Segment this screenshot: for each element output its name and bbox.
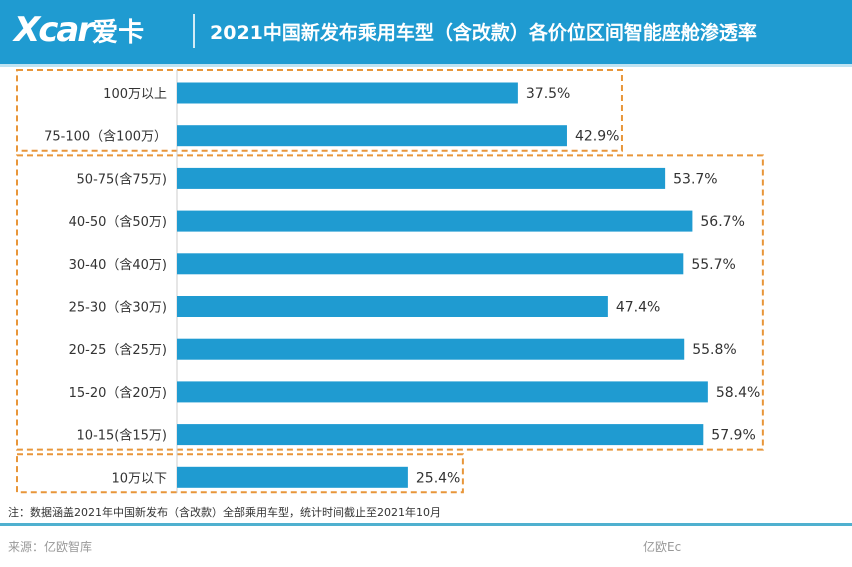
divider (193, 14, 195, 48)
data-label: 55.7% (691, 257, 735, 273)
bar (177, 466, 408, 488)
category-label: 40-50（含50万) (69, 214, 167, 230)
data-label: 42.9% (575, 129, 619, 145)
header-banner: Xcar爱卡 2021中国新发布乘用车型（含改款）各价位区间智能座舱渗透率 (0, 0, 852, 64)
logo-cn: 爱卡 (92, 18, 145, 48)
xcar-logo: Xcar爱卡 (14, 10, 144, 50)
bar (177, 296, 608, 317)
category-label: 25-30（含30万) (69, 300, 167, 316)
logo-text: Xcar (14, 10, 94, 50)
category-label: 100万以上 (103, 87, 167, 102)
header-underline (0, 64, 852, 67)
data-label: 55.8% (692, 342, 736, 358)
category-label: 15-20（含20万) (69, 385, 167, 401)
category-label: 50-75(含75万) (77, 171, 167, 187)
data-label: 58.4% (716, 385, 760, 401)
data-label: 53.7% (673, 171, 717, 187)
footnote: 注：数据涵盖2021年中国新发布（含改款）全部乘用车型，统计时间截止至2021年… (8, 506, 441, 519)
category-label: 10万以下 (111, 471, 167, 486)
group-box-2 (16, 154, 764, 451)
category-label: 75-100（含100万） (44, 129, 167, 145)
bar (177, 338, 685, 360)
category-label: 30-40（含40万) (69, 257, 167, 273)
bar (177, 210, 693, 232)
data-label: 56.7% (700, 214, 744, 230)
category-label: 20-25（含25万) (69, 342, 167, 358)
source-text: 来源：亿欧智库 (8, 540, 93, 554)
chart-title: 2021中国新发布乘用车型（含改款）各价位区间智能座舱渗透率 (210, 22, 757, 44)
group-box-1 (16, 69, 623, 152)
data-label: 47.4% (616, 300, 660, 316)
bar (177, 253, 684, 275)
group-box-3 (16, 453, 464, 494)
watermark: 亿欧Ec (643, 540, 682, 554)
data-label: 25.4% (416, 470, 460, 486)
bar (177, 167, 666, 189)
bar (177, 424, 704, 446)
bar (177, 82, 518, 104)
bar (177, 125, 567, 147)
data-label: 37.5% (526, 86, 570, 102)
data-label: 57.9% (711, 428, 755, 444)
category-label: 10-15(含15万) (77, 428, 167, 444)
bar (177, 381, 708, 403)
footer-rule (0, 523, 852, 526)
